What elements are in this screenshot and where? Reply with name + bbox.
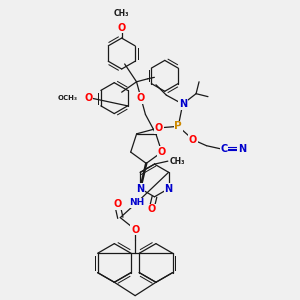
Text: OCH₃: OCH₃ [58,95,78,101]
Text: NH: NH [129,198,144,207]
Text: N: N [238,144,246,154]
Text: O: O [147,204,156,214]
Text: CH₃: CH₃ [169,157,185,166]
Text: N: N [136,184,144,194]
Text: C: C [220,144,228,154]
Text: O: O [155,123,163,133]
Text: N: N [178,99,187,109]
Text: O: O [131,224,139,235]
Text: O: O [189,135,197,145]
Text: O: O [84,93,92,103]
Text: P: P [174,122,182,131]
Text: O: O [118,23,126,33]
Text: O: O [113,199,122,209]
Text: O: O [158,147,166,157]
Text: N: N [165,184,173,194]
Text: CH₃: CH₃ [114,9,129,18]
Text: O: O [137,93,145,103]
